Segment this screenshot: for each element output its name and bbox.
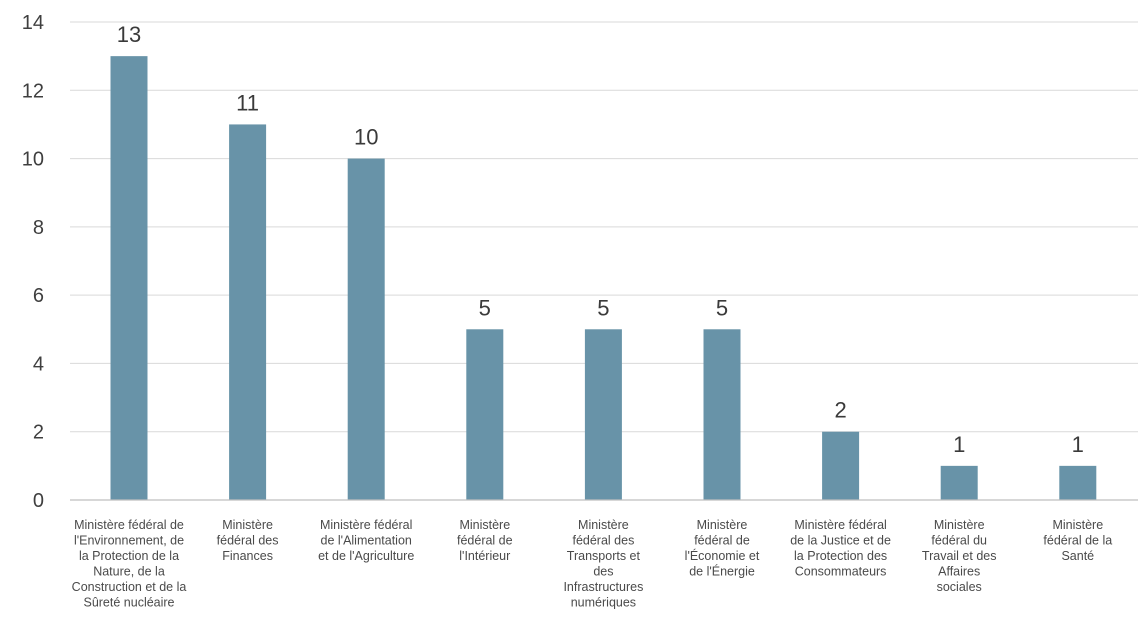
x-tick-label: Ministère fédéral des Finances <box>217 518 279 563</box>
x-tick-label: Ministère fédéral de l'Alimentation et de … <box>318 518 414 563</box>
x-tick-label-line: Ministère <box>222 518 273 532</box>
bar <box>1059 465 1097 500</box>
x-tick-label: Ministère fédéral de la Justice et de la P… <box>790 518 891 579</box>
x-tick-label-line: Construction et de la <box>72 580 187 594</box>
x-tick-label: Ministère fédéral des Transports et des Infr… <box>563 518 643 610</box>
x-tick-label-line: de l'Énergie <box>689 564 755 579</box>
x-tick-label-line: fédéral des <box>572 534 634 548</box>
data-label: 10 <box>354 125 378 150</box>
data-label: 5 <box>479 295 491 320</box>
x-tick-label-line: sociales <box>937 580 982 594</box>
x-tick-label-line: Ministère <box>934 518 985 532</box>
x-tick-label-line: Ministère fédéral <box>320 518 412 532</box>
x-tick-label-line: numériques <box>571 596 636 610</box>
x-tick-label: Ministère fédéral de l'Intérieur <box>457 518 513 563</box>
x-axis: Ministère fédéral de l'Environnement, de l… <box>70 499 1138 610</box>
x-tick-label-line: Ministère fédéral de <box>74 518 184 532</box>
x-tick-label-line: des <box>593 565 613 579</box>
x-tick-label-line: de la Justice et de <box>790 534 891 548</box>
x-tick-label-line: fédéral de <box>457 534 513 548</box>
data-label: 1 <box>1072 432 1084 457</box>
bar <box>466 329 504 500</box>
x-tick-label-line: Santé <box>1061 549 1094 563</box>
data-label: 2 <box>834 398 846 423</box>
y-tick-label: 0 <box>33 490 44 512</box>
bar <box>584 329 622 500</box>
x-tick-label-line: fédéral de la <box>1043 534 1112 548</box>
y-tick-label: 12 <box>22 80 44 102</box>
x-tick-label-line: Ministère <box>1052 518 1103 532</box>
x-tick-label-line: Transports et <box>567 549 641 563</box>
bar <box>229 124 267 500</box>
x-tick-label-line: la Protection des <box>794 549 887 563</box>
x-tick-label: Ministère fédéral de la Santé <box>1043 518 1112 563</box>
data-label: 5 <box>597 295 609 320</box>
y-tick-label: 10 <box>22 149 44 171</box>
bar <box>347 158 385 501</box>
bar <box>703 329 741 500</box>
x-tick-label-line: Travail et des <box>922 549 997 563</box>
x-tick-label-line: l'Intérieur <box>459 549 510 563</box>
x-tick-label-line: et de l'Agriculture <box>318 549 414 563</box>
y-tick-label: 6 <box>33 285 44 307</box>
y-axis: 0 2 4 6 8 10 12 14 <box>22 12 44 512</box>
bar <box>110 56 148 501</box>
x-tick-label-line: Nature, de la <box>93 565 165 579</box>
x-tick-label-line: Ministère <box>697 518 748 532</box>
x-tick-label-line: Consommateurs <box>795 565 887 579</box>
x-tick-label-line: fédéral des <box>217 534 279 548</box>
bar <box>822 431 860 500</box>
x-tick-label-line: Affaires <box>938 565 980 579</box>
data-label: 5 <box>716 295 728 320</box>
x-tick-label-line: Ministère fédéral <box>794 518 886 532</box>
data-label: 11 <box>236 90 259 115</box>
bar <box>940 465 978 500</box>
x-tick-label-line: l'Économie et <box>685 548 760 563</box>
x-tick-label: Ministère fédéral du Travail et des Affaire… <box>922 518 997 594</box>
x-tick-label: Ministère fédéral de l'Économie et de l'Éne… <box>685 518 760 579</box>
x-tick-label-line: de l'Alimentation <box>321 534 412 548</box>
x-tick-label-line: Sûreté nucléaire <box>83 596 174 610</box>
x-tick-label-line: Ministère <box>578 518 629 532</box>
x-tick-label-line: Ministère <box>459 518 510 532</box>
data-label: 1 <box>953 432 965 457</box>
x-tick-label-line: Infrastructures <box>563 580 643 594</box>
x-tick-label: Ministère fédéral de l'Environnement, de l… <box>72 518 187 610</box>
y-tick-label: 4 <box>33 353 44 375</box>
x-tick-label-line: l'Environnement, de <box>74 534 184 548</box>
x-tick-label-line: fédéral du <box>931 534 987 548</box>
x-tick-label-line: fédéral de <box>694 534 750 548</box>
y-tick-label: 8 <box>33 217 44 239</box>
y-tick-label: 2 <box>33 422 44 444</box>
bars <box>110 56 1097 501</box>
x-tick-label-line: Finances <box>222 549 273 563</box>
data-label: 13 <box>117 22 141 47</box>
y-tick-label: 14 <box>22 12 44 34</box>
x-tick-label-line: la Protection de la <box>79 549 179 563</box>
